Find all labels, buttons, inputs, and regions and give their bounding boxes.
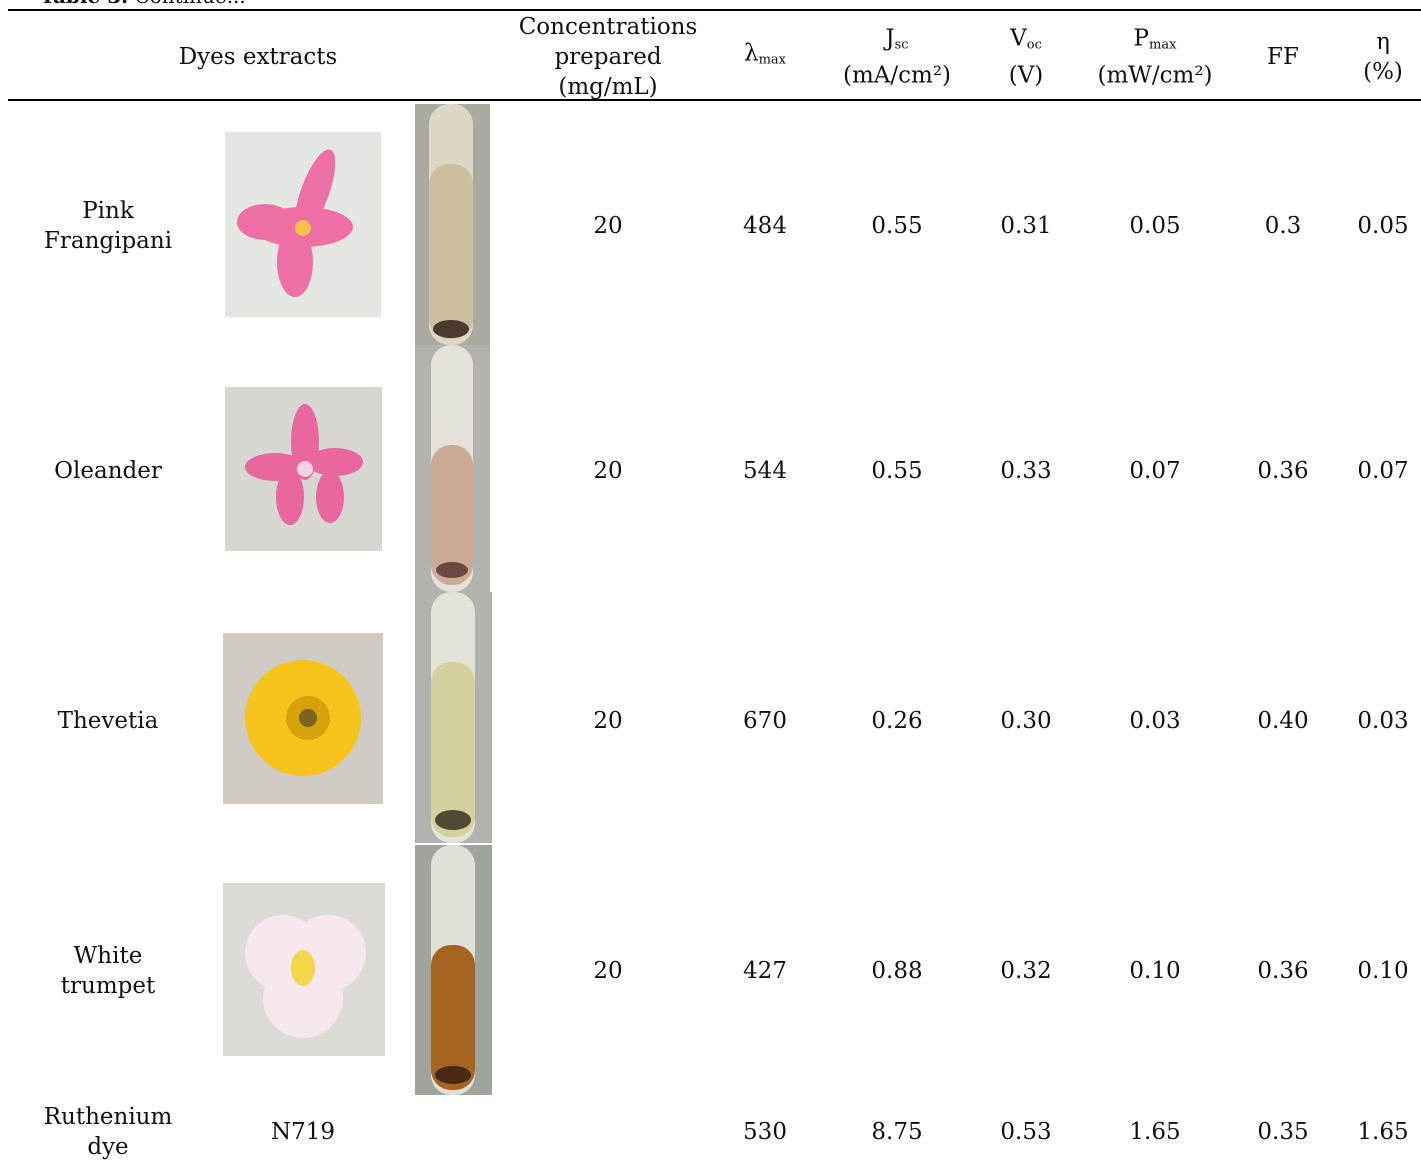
- symbol: λ: [744, 40, 759, 67]
- header-cell: η (%): [1363, 29, 1403, 85]
- flower-photo: [225, 132, 381, 317]
- row-name: Ruthenium dye: [43, 1104, 173, 1160]
- header-symbol: λmax: [744, 39, 786, 76]
- row-name: White trumpet: [60, 943, 156, 999]
- header-unit: (mA/cm²): [842, 62, 952, 89]
- value-cell: 1.65: [1357, 1119, 1409, 1145]
- value-cell: 0.88: [871, 958, 923, 984]
- header-unit: (mW/cm²): [1097, 62, 1213, 89]
- tube-photo: [415, 345, 490, 592]
- value-cell: 0.35: [1257, 1119, 1309, 1145]
- value-cell: 0.36: [1257, 458, 1309, 484]
- value-cell: 20: [593, 458, 623, 484]
- value-cell: 0.10: [1357, 958, 1409, 984]
- row-name: Oleander: [54, 458, 162, 484]
- value-cell: 484: [743, 213, 787, 239]
- header-cell: Concentrations prepared (mg/mL): [518, 14, 698, 100]
- header-unit: (V): [1008, 62, 1044, 89]
- value-cell: 20: [593, 958, 623, 984]
- row-name: Pink Frangipani: [43, 198, 173, 254]
- caption-text: Continue...: [134, 0, 245, 8]
- header-cell: λmax: [744, 39, 786, 76]
- value-cell: 0.36: [1257, 958, 1309, 984]
- value-cell: 0.07: [1129, 458, 1181, 484]
- value-cell: 0.05: [1357, 213, 1409, 239]
- value-cell: 0.03: [1129, 708, 1181, 734]
- flower-photo: [225, 387, 382, 551]
- flower-photo: [223, 633, 383, 804]
- header-cell: Jsc (mA/cm²): [843, 24, 951, 91]
- header-cell: FF: [1267, 44, 1299, 70]
- value-cell: 1.65: [1129, 1119, 1181, 1145]
- row-name: Thevetia: [57, 708, 159, 734]
- value-cell: 0.40: [1257, 708, 1309, 734]
- flower-photo: [223, 883, 385, 1056]
- value-cell: 8.75: [871, 1119, 923, 1145]
- value-cell: 427: [743, 958, 787, 984]
- symbol: V: [1010, 25, 1027, 52]
- symbol: J: [885, 25, 895, 52]
- top-rule: [8, 9, 1421, 11]
- tube-photo: [415, 845, 492, 1095]
- header-cell: Pmax (mW/cm²): [1097, 24, 1212, 91]
- value-cell: 544: [743, 458, 787, 484]
- value-cell: 0.03: [1357, 708, 1409, 734]
- value-cell: 0.55: [871, 458, 923, 484]
- subscript: oc: [1026, 37, 1042, 53]
- value-cell: 0.53: [1000, 1119, 1052, 1145]
- header-cell: Dyes extracts: [178, 44, 338, 70]
- value-cell: 0.3: [1264, 213, 1302, 239]
- caption-label: Table 3.: [40, 0, 128, 8]
- tube-photo: [415, 592, 492, 843]
- value-cell: 670: [743, 708, 787, 734]
- value-cell: 0.33: [1000, 458, 1052, 484]
- tube-photo: [415, 104, 490, 345]
- symbol: P: [1133, 25, 1150, 52]
- value-cell: 0.30: [1000, 708, 1052, 734]
- subscript: max: [758, 52, 786, 68]
- header-cell: Voc (V): [1009, 24, 1044, 91]
- header-symbol: Pmax: [1097, 24, 1212, 61]
- value-cell: 0.05: [1129, 213, 1181, 239]
- value-cell: 530: [743, 1119, 787, 1145]
- subscript: max: [1149, 37, 1177, 53]
- value-cell: 0.26: [871, 708, 923, 734]
- value-cell: 0.55: [871, 213, 923, 239]
- subscript: sc: [894, 37, 909, 53]
- value-cell: 0.10: [1129, 958, 1181, 984]
- value-cell: 20: [593, 213, 623, 239]
- header-symbol: Jsc: [843, 24, 951, 61]
- caption: Table 3. Continue...: [40, 0, 246, 8]
- header-symbol: Voc: [1009, 24, 1044, 61]
- value-cell: 0.31: [1000, 213, 1052, 239]
- value-cell: 0.07: [1357, 458, 1409, 484]
- value-cell: 20: [593, 708, 623, 734]
- extract-label: N719: [270, 1119, 336, 1145]
- value-cell: 0.32: [1000, 958, 1052, 984]
- header-rule: [8, 99, 1421, 101]
